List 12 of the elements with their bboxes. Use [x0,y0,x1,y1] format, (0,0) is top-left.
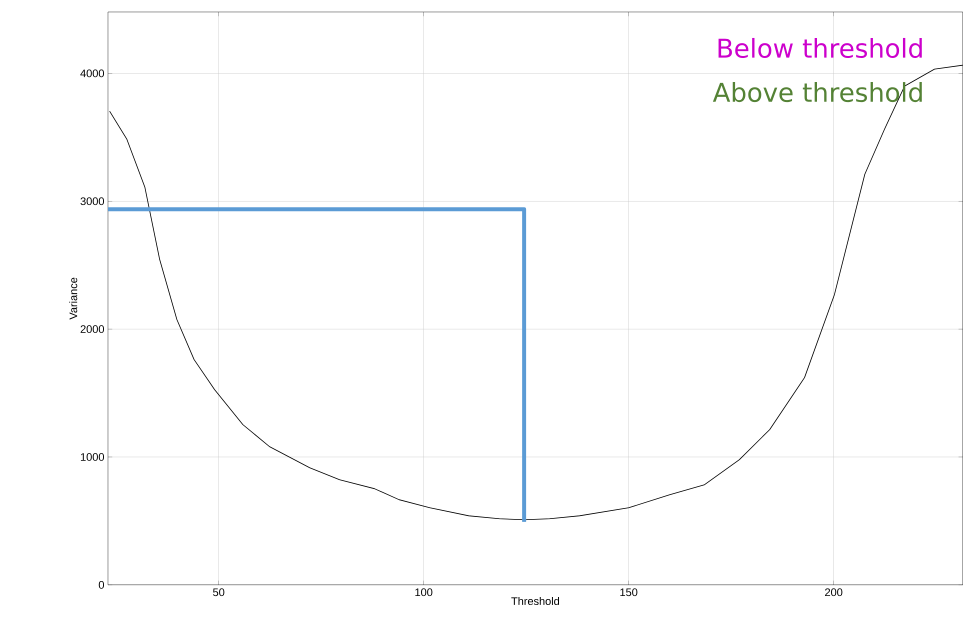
y-tick-label: 0 [98,581,104,589]
y-tick-label: 2000 [80,325,104,334]
y-tick-label: 1000 [80,453,104,461]
annotation: Below threshold [718,38,922,58]
y-tick-label: 3000 [80,197,104,206]
y-axis-title: Variance [69,278,78,320]
x-tick-label: 150 [620,588,638,596]
x-tick-label: 200 [825,588,842,596]
x-axis-title: Threshold [511,597,560,606]
x-tick-label: 50 [213,588,224,596]
y-tick-label: 4000 [80,70,104,78]
x-tick-label: 100 [415,588,432,596]
